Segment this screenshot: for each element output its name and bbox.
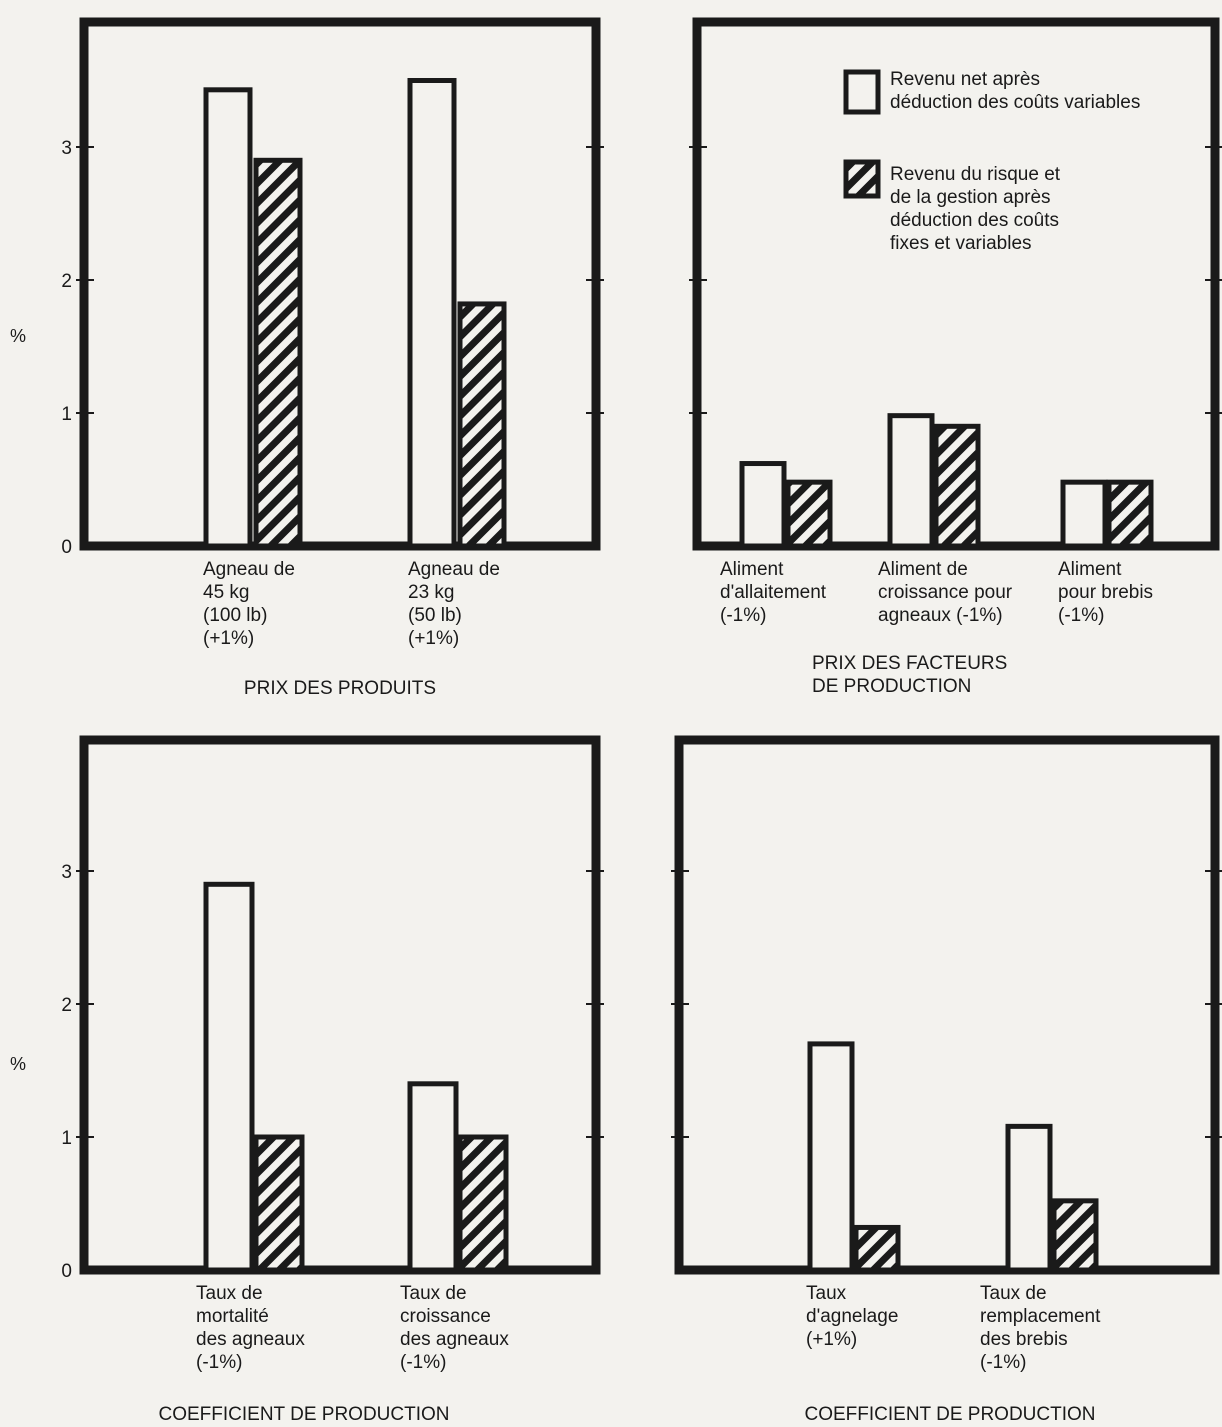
panel-title: COEFFICIENT DE PRODUCTION bbox=[805, 1404, 1096, 1425]
x-category-label: Agneau de 45 kg (100 lb) (+1%) bbox=[203, 559, 295, 649]
bar-risk-management-income bbox=[253, 1134, 305, 1273]
x-category-label: Taux de croissance des agneaux (-1%) bbox=[400, 1283, 509, 1373]
bar-net-income bbox=[407, 78, 457, 549]
legend-swatch-hatched bbox=[843, 159, 881, 199]
legend-label-open: Revenu net après déduction des coûts vari… bbox=[890, 69, 1140, 113]
y-tick-label: 3 bbox=[61, 862, 72, 883]
legend-label-hatched: Revenu du risque et de la gestion après dé… bbox=[890, 164, 1061, 254]
x-category-label: Taux de remplacement des brebis (-1%) bbox=[980, 1283, 1101, 1373]
plot-frame bbox=[79, 17, 601, 551]
bar-net-income bbox=[407, 1081, 459, 1273]
chart-panel-2: Aliment d'allaitement (-1%) Aliment de crois… bbox=[689, 17, 1222, 697]
panel-title: PRIX DES PRODUITS bbox=[244, 678, 436, 699]
panel-title: PRIX DES FACTEURS DE PRODUCTION bbox=[812, 653, 1007, 697]
bar-risk-management-income bbox=[457, 301, 507, 549]
bar-net-income bbox=[739, 461, 787, 549]
x-category-label: Taux de mortalité des agneaux (-1%) bbox=[196, 1283, 305, 1373]
legend-swatch-open bbox=[843, 69, 881, 115]
y-tick-label: 2 bbox=[61, 995, 72, 1016]
plot-frame bbox=[79, 735, 601, 1275]
chart-panel-1: 0 1 2 3% Agneau de 45 kg (100 lb) (+1%) Agneau d… bbox=[10, 17, 604, 699]
y-tick-label: 1 bbox=[61, 404, 72, 425]
plot-frame bbox=[674, 735, 1220, 1275]
bar-net-income bbox=[807, 1041, 855, 1273]
x-category-label: Aliment de croissance pour agneaux (-1%) bbox=[878, 559, 1013, 626]
bar-risk-management-income bbox=[1051, 1198, 1099, 1273]
y-tick-label: 3 bbox=[61, 138, 72, 159]
bar-net-income bbox=[1060, 479, 1108, 549]
legend: Revenu net après déduction des coûts vari… bbox=[843, 69, 1140, 254]
x-category-label: Aliment d'allaitement (-1%) bbox=[720, 559, 827, 626]
y-tick-label: 0 bbox=[61, 1261, 72, 1282]
bar-risk-management-income bbox=[1106, 479, 1154, 549]
bar-net-income bbox=[203, 87, 253, 549]
y-tick-label: 0 bbox=[61, 537, 72, 558]
bar-net-income bbox=[1005, 1123, 1053, 1273]
x-category-label: Taux d'agnelage (+1%) bbox=[806, 1283, 898, 1350]
bar-risk-management-income bbox=[933, 423, 981, 549]
bar-risk-management-income bbox=[457, 1134, 509, 1273]
panel-title: COEFFICIENT DE PRODUCTION bbox=[159, 1404, 450, 1425]
y-tick-label: 2 bbox=[61, 271, 72, 292]
bar-net-income bbox=[887, 413, 935, 549]
y-axis-label: % bbox=[10, 326, 26, 346]
bar-risk-management-income bbox=[785, 479, 833, 549]
x-category-label: Aliment pour brebis (-1%) bbox=[1058, 559, 1153, 626]
bar-risk-management-income bbox=[853, 1224, 901, 1273]
chart-panel-4: Taux d'agnelage (+1%) Taux de remplacement de… bbox=[671, 735, 1222, 1425]
bar-risk-management-income bbox=[253, 157, 303, 549]
y-tick-label: 1 bbox=[61, 1128, 72, 1149]
chart-panel-3: 0 1 2 3% Taux de mortalité des agneaux (-1%) Tau… bbox=[10, 735, 604, 1425]
y-axis-label: % bbox=[10, 1054, 26, 1074]
x-category-label: Agneau de 23 kg (50 lb) (+1%) bbox=[408, 559, 500, 649]
bar-net-income bbox=[203, 881, 255, 1273]
